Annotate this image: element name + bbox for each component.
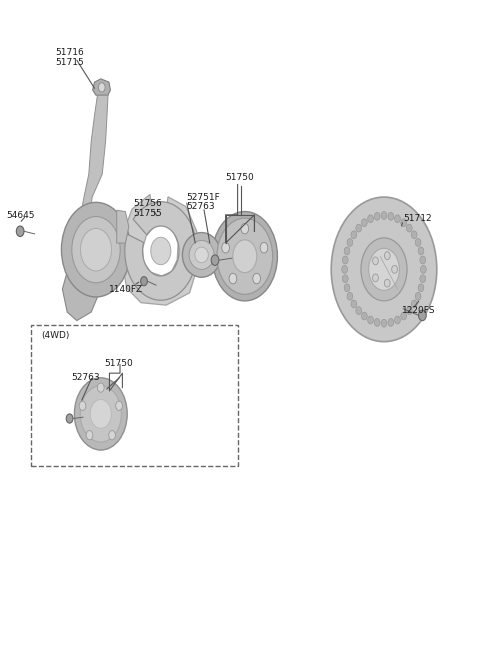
Circle shape (151, 237, 171, 265)
Circle shape (381, 212, 387, 219)
Text: 51712: 51712 (403, 214, 432, 223)
Polygon shape (117, 210, 129, 243)
Circle shape (241, 223, 249, 234)
Circle shape (217, 218, 273, 294)
Circle shape (351, 300, 357, 308)
Circle shape (388, 319, 394, 327)
Polygon shape (62, 243, 108, 321)
Circle shape (86, 430, 93, 440)
Circle shape (211, 255, 219, 265)
Text: 1220FS: 1220FS (402, 306, 436, 315)
Ellipse shape (189, 240, 214, 269)
Text: (4WD): (4WD) (41, 330, 69, 340)
Circle shape (407, 224, 412, 232)
Circle shape (420, 256, 426, 264)
Text: 52751F: 52751F (186, 193, 220, 202)
Circle shape (392, 265, 397, 273)
Circle shape (260, 242, 268, 253)
Circle shape (418, 247, 424, 255)
Circle shape (419, 310, 426, 321)
Circle shape (420, 265, 426, 273)
Circle shape (342, 265, 348, 273)
Circle shape (374, 212, 380, 220)
Circle shape (79, 401, 86, 411)
Circle shape (372, 274, 378, 282)
Circle shape (116, 401, 122, 411)
Circle shape (331, 197, 437, 342)
Circle shape (415, 238, 421, 246)
Polygon shape (122, 194, 199, 306)
Circle shape (415, 292, 421, 300)
Circle shape (344, 284, 350, 292)
Ellipse shape (195, 247, 208, 263)
Polygon shape (125, 202, 197, 300)
Circle shape (61, 202, 131, 297)
Text: 51750: 51750 (226, 173, 254, 182)
Circle shape (90, 399, 111, 428)
Circle shape (72, 217, 120, 283)
Circle shape (361, 219, 367, 227)
Polygon shape (93, 79, 110, 95)
Circle shape (418, 284, 424, 292)
Bar (31, 325, 238, 466)
Circle shape (368, 316, 373, 324)
Circle shape (356, 224, 361, 232)
Text: 51715: 51715 (55, 58, 84, 67)
Circle shape (212, 212, 277, 301)
Circle shape (351, 231, 357, 238)
Text: 51716: 51716 (55, 48, 84, 57)
Text: 52763: 52763 (186, 202, 215, 212)
Circle shape (407, 307, 412, 315)
Text: 51750: 51750 (105, 359, 133, 368)
Text: 54645: 54645 (6, 211, 35, 220)
Circle shape (342, 275, 348, 283)
Circle shape (347, 238, 353, 246)
Circle shape (384, 279, 390, 287)
Circle shape (384, 252, 390, 260)
Circle shape (368, 215, 373, 223)
Circle shape (109, 430, 116, 440)
Circle shape (361, 238, 407, 301)
Circle shape (369, 248, 399, 290)
Circle shape (233, 240, 257, 273)
Polygon shape (78, 95, 108, 243)
Circle shape (253, 273, 261, 284)
Circle shape (342, 256, 348, 264)
Circle shape (16, 226, 24, 237)
Circle shape (344, 247, 350, 255)
Circle shape (374, 319, 380, 327)
Circle shape (80, 386, 121, 442)
Circle shape (81, 229, 111, 271)
Circle shape (401, 219, 407, 227)
Circle shape (74, 378, 127, 450)
Circle shape (222, 242, 229, 253)
Text: 51755: 51755 (133, 209, 162, 218)
Circle shape (395, 316, 400, 324)
Circle shape (141, 277, 147, 286)
Text: 51756: 51756 (133, 199, 162, 208)
Circle shape (66, 414, 73, 423)
Circle shape (420, 275, 426, 283)
Circle shape (98, 83, 105, 92)
Circle shape (411, 231, 417, 238)
Circle shape (97, 383, 104, 392)
Circle shape (372, 257, 378, 265)
Circle shape (356, 307, 361, 315)
Circle shape (401, 312, 407, 320)
Circle shape (388, 212, 394, 220)
Text: 1140FZ: 1140FZ (109, 284, 144, 294)
Circle shape (347, 292, 353, 300)
Circle shape (361, 312, 367, 320)
Ellipse shape (182, 233, 221, 277)
Circle shape (381, 319, 387, 327)
Circle shape (411, 300, 417, 308)
Text: 52763: 52763 (71, 373, 100, 382)
Circle shape (395, 215, 400, 223)
Circle shape (229, 273, 237, 284)
